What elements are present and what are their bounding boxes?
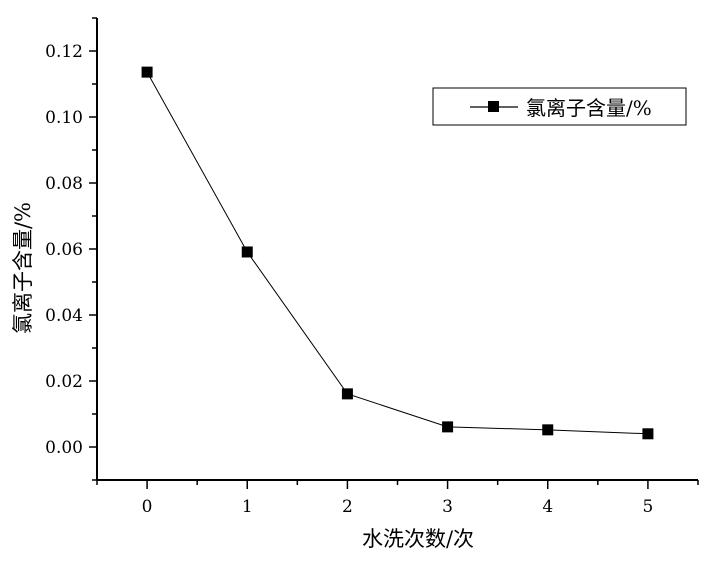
data-point bbox=[241, 246, 253, 258]
data-point bbox=[542, 424, 554, 436]
legend-label: 氯离子含量/% bbox=[526, 96, 652, 120]
data-point bbox=[341, 388, 353, 400]
axes: 0.00 0.02 0.04 0.06 0.08 0.10 0.12 0 1 2 3 4 5 bbox=[45, 17, 699, 517]
legend-marker bbox=[488, 101, 499, 112]
data-point bbox=[141, 66, 153, 78]
y-tick-label: 0.00 bbox=[45, 438, 83, 458]
y-tick-label: 0.04 bbox=[45, 306, 83, 326]
y-tick-label: 0.12 bbox=[45, 42, 83, 62]
x-tick-label: 1 bbox=[242, 497, 253, 517]
y-tick-label: 0.08 bbox=[45, 174, 83, 194]
y-axis-label: 氯离子含量/% bbox=[11, 202, 35, 334]
y-tick-label: 0.02 bbox=[45, 372, 83, 392]
x-tick-label: 0 bbox=[142, 497, 153, 517]
x-tick-label: 5 bbox=[643, 497, 654, 517]
legend: 氯离子含量/% bbox=[432, 87, 687, 126]
x-tick-label: 3 bbox=[442, 497, 453, 517]
series-line bbox=[146, 71, 648, 435]
x-tick-label: 2 bbox=[342, 497, 353, 517]
data-point bbox=[442, 421, 454, 433]
data-point bbox=[642, 428, 654, 440]
y-tick-label: 0.10 bbox=[45, 108, 83, 128]
series bbox=[141, 66, 654, 440]
y-tick-label: 0.06 bbox=[45, 240, 83, 260]
x-tick-label: 4 bbox=[542, 497, 553, 517]
x-axis-label: 水洗次数/次 bbox=[362, 527, 474, 551]
